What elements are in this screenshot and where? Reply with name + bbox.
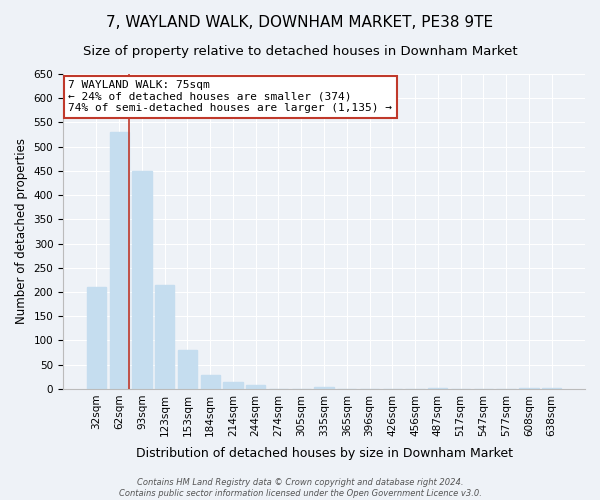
Bar: [314, 388, 334, 389]
Text: 7, WAYLAND WALK, DOWNHAM MARKET, PE38 9TE: 7, WAYLAND WALK, DOWNHAM MARKET, PE38 9T…: [106, 15, 494, 30]
Bar: [110, 132, 129, 389]
Y-axis label: Number of detached properties: Number of detached properties: [15, 138, 28, 324]
Bar: [132, 171, 152, 389]
Bar: [155, 284, 175, 389]
Bar: [87, 287, 106, 389]
Text: Size of property relative to detached houses in Downham Market: Size of property relative to detached ho…: [83, 45, 517, 58]
Bar: [200, 376, 220, 389]
X-axis label: Distribution of detached houses by size in Downham Market: Distribution of detached houses by size …: [136, 447, 512, 460]
Bar: [178, 350, 197, 389]
Bar: [223, 382, 242, 389]
Text: Contains HM Land Registry data © Crown copyright and database right 2024.
Contai: Contains HM Land Registry data © Crown c…: [119, 478, 481, 498]
Bar: [246, 385, 265, 389]
Text: 7 WAYLAND WALK: 75sqm
← 24% of detached houses are smaller (374)
74% of semi-det: 7 WAYLAND WALK: 75sqm ← 24% of detached …: [68, 80, 392, 114]
